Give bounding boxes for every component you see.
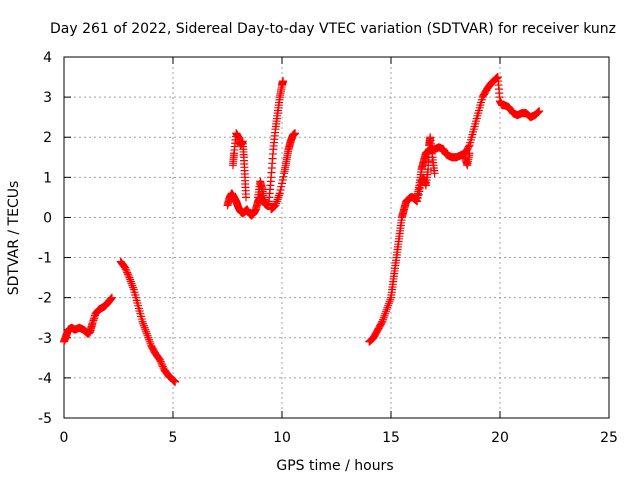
y-tick-label: 1: [43, 170, 52, 186]
data-point: [377, 319, 386, 328]
data-point: [276, 186, 285, 195]
data-point: [272, 199, 281, 208]
data-point: [278, 179, 286, 188]
data-point: [533, 108, 542, 117]
data-point: [143, 331, 152, 340]
data-points: [60, 73, 544, 386]
data-point: [275, 189, 284, 198]
grid: [64, 57, 609, 418]
data-point: [140, 323, 149, 332]
data-point: [274, 193, 283, 202]
data-point: [138, 317, 147, 326]
data-point: [129, 283, 138, 292]
data-point: [275, 191, 284, 200]
data-point: [145, 337, 154, 346]
data-point: [386, 295, 395, 304]
data-point: [465, 149, 474, 158]
y-tick-label: 0: [43, 210, 52, 226]
y-tick-label: 3: [43, 90, 52, 106]
x-axis-label: GPS time / hours: [276, 458, 393, 474]
data-point: [171, 377, 180, 386]
data-point: [271, 201, 280, 210]
data-point: [126, 277, 135, 286]
data-point: [123, 270, 132, 279]
data-point: [535, 107, 544, 116]
y-tick-label: -4: [38, 371, 52, 387]
data-point: [534, 107, 543, 116]
data-point: [155, 355, 164, 364]
data-point: [278, 176, 287, 185]
data-point: [157, 359, 166, 368]
data-point: [385, 297, 394, 306]
x-tick-label: 15: [382, 430, 400, 446]
x-tick-label: 25: [600, 430, 618, 446]
y-axis-label: SDTVAR / TECUs: [6, 181, 22, 296]
data-point: [413, 197, 422, 206]
data-point: [381, 307, 390, 316]
data-point: [156, 357, 165, 366]
data-point: [139, 319, 148, 328]
data-point: [279, 172, 288, 181]
data-point: [142, 327, 151, 336]
data-point: [414, 190, 423, 199]
data-point: [124, 271, 133, 280]
data-point: [384, 301, 393, 310]
data-point: [107, 293, 116, 302]
data-point: [123, 268, 132, 277]
x-tick-label: 5: [169, 430, 178, 446]
data-point: [139, 321, 148, 330]
data-point: [122, 266, 131, 275]
data-point: [121, 265, 130, 274]
y-tick-label: -3: [38, 331, 52, 347]
data-point: [242, 193, 251, 202]
data-point: [125, 273, 134, 282]
data-point: [272, 197, 281, 206]
data-point: [413, 194, 422, 203]
data-point: [381, 309, 390, 318]
data-point: [158, 362, 167, 371]
data-point: [279, 77, 288, 86]
data-point: [380, 311, 389, 320]
chart-title: Day 261 of 2022, Sidereal Day-to-day VTE…: [50, 21, 616, 37]
data-point: [128, 281, 137, 290]
y-tick-label: -5: [38, 411, 52, 427]
y-tick-label: -2: [38, 291, 52, 307]
x-tick-labels: 0 5 10 15 20 25: [60, 430, 618, 446]
data-point: [378, 317, 387, 326]
data-point: [416, 184, 425, 193]
data-point: [158, 360, 167, 369]
data-point: [127, 279, 136, 288]
data-point: [464, 142, 473, 151]
data-point: [384, 299, 393, 308]
data-point: [379, 315, 388, 324]
data-point: [142, 329, 151, 338]
data-point: [273, 195, 282, 204]
data-point: [145, 335, 154, 344]
data-point: [141, 325, 150, 334]
data-point: [277, 182, 286, 191]
data-point: [416, 180, 425, 189]
y-tick-label: 4: [43, 50, 52, 66]
data-point: [146, 339, 155, 348]
data-point: [430, 169, 439, 178]
data-point: [383, 303, 392, 312]
data-point: [291, 129, 300, 138]
y-tick-label: 2: [43, 130, 52, 146]
data-point: [415, 187, 424, 196]
plot-frame: [63, 56, 610, 419]
x-tick-label: 10: [273, 430, 291, 446]
data-point: [144, 333, 153, 342]
y-tick-labels: -5 -4 -3 -2 -1 0 1 2 3 4: [38, 50, 52, 427]
x-tick-label: 0: [60, 430, 69, 446]
data-point: [126, 275, 135, 284]
data-point: [379, 313, 388, 322]
data-point: [382, 305, 391, 314]
y-tick-label: -1: [38, 251, 52, 267]
data-point: [121, 263, 130, 272]
x-tick-label: 20: [491, 430, 509, 446]
